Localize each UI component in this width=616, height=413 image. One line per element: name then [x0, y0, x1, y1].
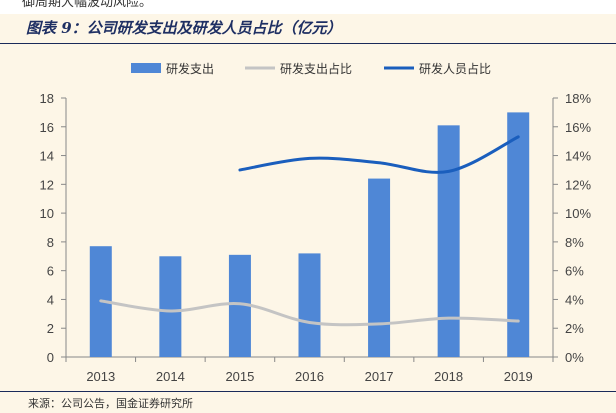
source-bar: 来源：公司公告，国金证券研究所: [0, 391, 616, 413]
x-tick-label: 2014: [156, 369, 185, 384]
legend-swatch-bar: [131, 63, 161, 73]
bar: [437, 125, 460, 357]
right-tick-label: 10%: [565, 206, 591, 221]
bar: [228, 254, 251, 357]
source-note: 来源：公司公告，国金证券研究所: [28, 397, 193, 410]
right-tick-label: 2%: [565, 321, 584, 336]
figure-title-bar: 图表 9：公司研发支出及研发人员占比（亿元）: [0, 14, 616, 44]
legend-label: 研发支出: [166, 61, 214, 76]
left-tick-label: 4: [47, 292, 54, 307]
staff-ratio-line: [238, 135, 520, 174]
preceding-text-fragment: 御周期大幅波动风险。: [22, 0, 153, 10]
bar: [159, 256, 182, 357]
x-tick-label: 2019: [504, 369, 533, 384]
right-tick-label: 14%: [565, 149, 591, 164]
x-tick-label: 2013: [86, 369, 115, 384]
chart-area: 0 2 4 6 8 10 12 14 16 18 0% 2% 4% 6% 8% 10% 12% 14% 16% 18%…: [0, 44, 616, 391]
figure-title: 图表 9：公司研发支出及研发人员占比（亿元）: [26, 19, 342, 37]
right-tick-label: 8%: [565, 235, 584, 250]
left-tick-label: 2: [47, 321, 54, 336]
bar: [368, 178, 391, 357]
x-tick-label: 2016: [295, 369, 324, 384]
right-tick-label: 6%: [565, 264, 584, 279]
left-tick-label: 0: [47, 350, 54, 365]
bar: [298, 253, 321, 357]
spend-ratio-line: [99, 299, 520, 327]
combo-chart: 0 2 4 6 8 10 12 14 16 18 0% 2% 4% 6% 8% 10% 12% 14% 16% 18%…: [40, 61, 592, 384]
left-tick-label: 18: [40, 91, 54, 106]
legend-label: 研发人员占比: [419, 61, 491, 76]
left-tick-label: 14: [40, 149, 54, 164]
right-tick-label: 16%: [565, 120, 591, 135]
x-tick-label: 2017: [365, 369, 394, 384]
left-tick-label: 8: [47, 235, 54, 250]
left-tick-label: 16: [40, 120, 54, 135]
right-tick-label: 4%: [565, 292, 584, 307]
x-tick-label: 2018: [434, 369, 463, 384]
right-tick-label: 0%: [565, 350, 584, 365]
right-tick-label: 18%: [565, 91, 591, 106]
left-tick-label: 12: [40, 177, 54, 192]
legend-label: 研发支出占比: [280, 61, 352, 76]
left-tick-label: 10: [40, 206, 54, 221]
left-tick-label: 6: [47, 264, 54, 279]
x-tick-label: 2015: [225, 369, 254, 384]
bar: [507, 112, 530, 357]
right-tick-label: 12%: [565, 177, 591, 192]
